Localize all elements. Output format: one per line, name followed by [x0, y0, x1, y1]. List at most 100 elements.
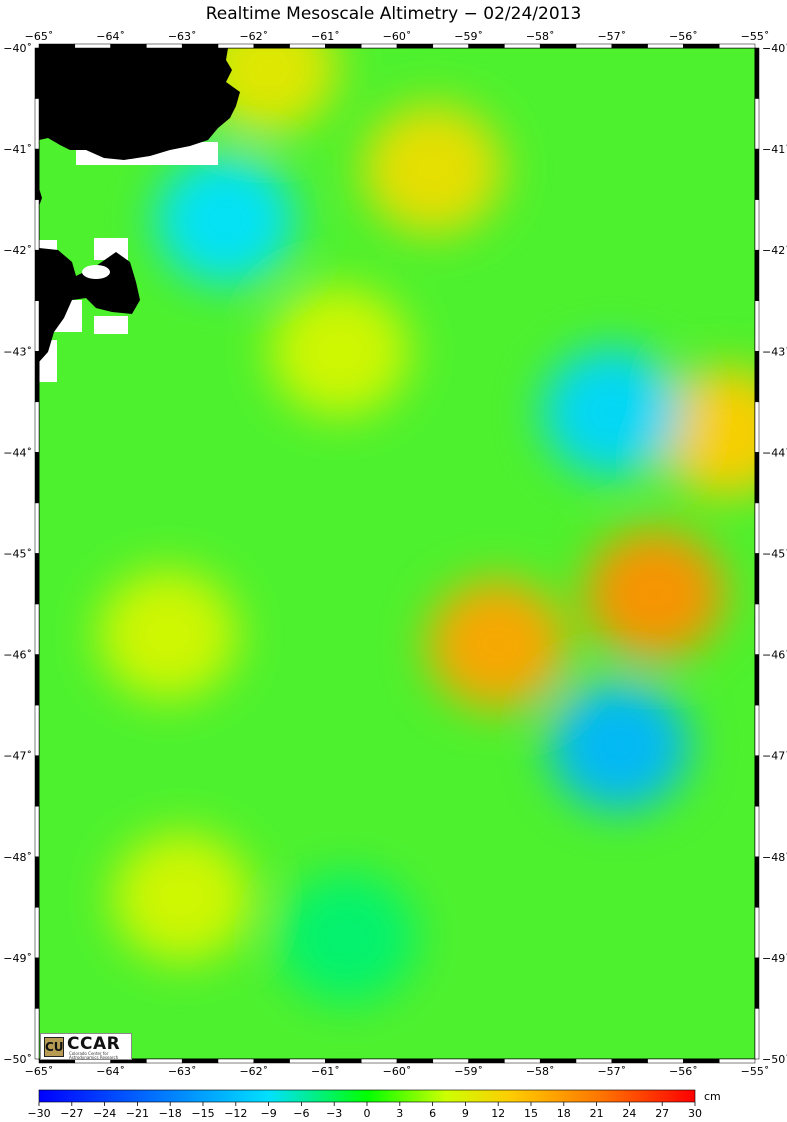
- frame-segment: [611, 43, 648, 49]
- land-north: [39, 48, 240, 160]
- colorbar-ticks: −30 −27 −24 −21 −18 −15 −12 −9 −6 −3 0 3 6 9 12 15 18 21 2…: [27, 1102, 702, 1120]
- ssh-field: [39, 48, 755, 1059]
- frame-segment: [253, 43, 290, 49]
- frame-segment: [34, 553, 40, 605]
- frame-segment: [181, 43, 219, 49]
- lat-tick-label: −42˚: [762, 244, 787, 257]
- lat-tick-label: −44˚: [3, 446, 32, 459]
- frame-segment: [110, 43, 147, 49]
- map-frame: [34, 43, 760, 1064]
- frame-segment: [325, 43, 362, 49]
- axis-tick-labels: −65˚ −65˚ −64˚ −64˚ −63˚ −63˚ −62˚ −62˚ −61˚ −61˚…: [3, 30, 787, 1078]
- coast-fragment: [39, 188, 42, 206]
- colorbar-unit: cm: [704, 1090, 721, 1103]
- frame-segment: [34, 401, 40, 453]
- lat-tick-label: −40˚: [762, 42, 787, 55]
- frame-segment: [34, 502, 40, 554]
- frame-segment: [217, 43, 255, 49]
- frame-segment: [34, 47, 40, 99]
- frame-segment: [575, 1058, 613, 1064]
- frame-segment: [718, 1058, 756, 1064]
- lat-tick-label: −47˚: [762, 750, 787, 763]
- colorbar-tick-label: 15: [524, 1107, 538, 1120]
- lat-tick-label: −47˚: [3, 750, 32, 763]
- frame-segment: [754, 907, 760, 959]
- frame-segment: [34, 957, 40, 1009]
- lon-tick-label: −62˚: [239, 30, 268, 43]
- lat-tick-label: −50˚: [3, 1053, 32, 1066]
- lat-tick-label: −46˚: [3, 649, 32, 662]
- frame-segment: [754, 806, 760, 858]
- frame-segment: [34, 806, 40, 858]
- colorbar-tick-label: 24: [622, 1107, 636, 1120]
- frame-segment: [34, 704, 40, 756]
- lat-tick-label: −50˚: [762, 1053, 787, 1066]
- logo-subtitle-line1: Colorado Center for: [69, 1051, 109, 1056]
- colorbar-tick-label: −30: [27, 1107, 50, 1120]
- colorbar-tick-label: −15: [191, 1107, 214, 1120]
- ssh-high-4: [656, 367, 755, 498]
- colorbar-tick-label: −9: [260, 1107, 276, 1120]
- logo-subtitle-line2: Astrodynamics Research: [69, 1055, 119, 1060]
- ssh-high-3: [584, 528, 725, 659]
- lon-tick-label: −56˚: [669, 30, 698, 43]
- frame-segment: [34, 249, 40, 301]
- ssh-low-10: [548, 680, 689, 811]
- frame-segment: [34, 148, 40, 200]
- ssh-high-1: [198, 48, 339, 134]
- frame-segment: [754, 47, 760, 99]
- frame-segment: [289, 43, 326, 49]
- lat-tick-label: −48˚: [762, 851, 787, 864]
- frame-segment: [34, 856, 40, 908]
- frame-segment: [754, 249, 760, 301]
- frame-segment: [754, 704, 760, 756]
- logo-subtitle: Colorado Center for Astrodynamics Resear…: [69, 1052, 118, 1060]
- ssh-low-8: [155, 154, 296, 285]
- frame-segment: [683, 43, 720, 49]
- lon-tick-label: −58˚: [526, 1065, 555, 1078]
- ssh-high-7: [112, 832, 253, 963]
- lon-tick-label: −58˚: [526, 30, 555, 43]
- frame-segment: [396, 1058, 434, 1064]
- frame-segment: [74, 43, 111, 49]
- colorbar-tick-label: −6: [293, 1107, 309, 1120]
- lon-tick-label: −55˚: [741, 30, 770, 43]
- ccar-logo: CU CCAR Colorado Center for Astrodynamic…: [40, 1033, 132, 1060]
- frame-segment: [683, 1058, 720, 1064]
- frame-segment: [38, 43, 76, 49]
- frame-segment: [754, 755, 760, 807]
- colorbar-tick-label: 30: [688, 1107, 702, 1120]
- frame-segment: [34, 300, 40, 352]
- frame-segment: [754, 452, 760, 504]
- lat-tick-label: −41˚: [3, 143, 32, 156]
- lon-tick-label: −63˚: [168, 30, 197, 43]
- lon-tick-label: −63˚: [168, 1065, 197, 1078]
- land-peninsula: [39, 248, 140, 362]
- no-data-cells: [94, 316, 128, 334]
- frame-segment: [754, 401, 760, 453]
- frame-segment: [34, 199, 40, 251]
- colorbar-tick-label: −12: [224, 1107, 247, 1120]
- logo-name: CCAR: [67, 1034, 121, 1054]
- frame-segment: [146, 1058, 183, 1064]
- frame-segment: [754, 654, 760, 706]
- colorbar: −30 −27 −24 −21 −18 −15 −12 −9 −6 −3 0 3 6 9 12 15 18 21 2…: [27, 1089, 702, 1120]
- frame-segment: [754, 199, 760, 251]
- lon-tick-label: −65˚: [25, 1065, 54, 1078]
- frame-segment: [360, 43, 398, 49]
- frame-segment: [504, 1058, 541, 1064]
- lon-tick-label: −55˚: [741, 1065, 770, 1078]
- colorbar-tick-label: 12: [491, 1107, 505, 1120]
- frame-segment: [253, 1058, 290, 1064]
- colorbar-tick-label: −21: [126, 1107, 149, 1120]
- frame-segment: [396, 43, 434, 49]
- colorbar-tick-label: 6: [429, 1107, 436, 1120]
- map-title: Realtime Mesoscale Altimetry − 02/24/201…: [205, 4, 582, 24]
- lon-tick-label: −56˚: [669, 1065, 698, 1078]
- frame-segment: [754, 148, 760, 200]
- frame-segment: [34, 603, 40, 655]
- frame-segment: [754, 351, 760, 403]
- frame-segment: [754, 98, 760, 150]
- colorbar-tick-label: 0: [364, 1107, 371, 1120]
